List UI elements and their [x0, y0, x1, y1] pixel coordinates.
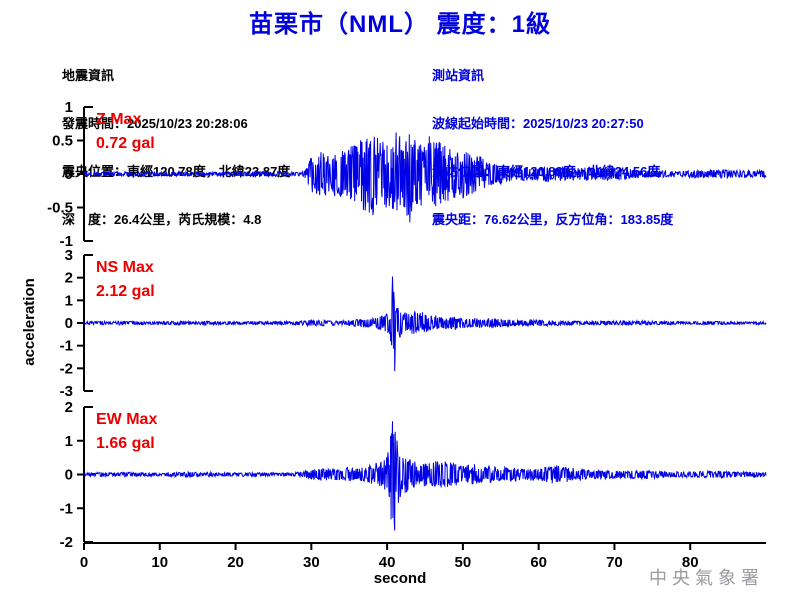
earthquake-info-block: 地震資訊 發震時間：2025/10/23 20:28:06 震央位置：東經120… [62, 36, 290, 260]
page-title: 苗栗市（NML） 震度：1級 [249, 11, 551, 38]
max-label-z: Z Max [96, 111, 141, 128]
max-label-z: 0.72 gal [96, 135, 155, 152]
y-tick-label: -0.5 [47, 200, 73, 217]
agency-watermark: 中央氣象署 [649, 568, 764, 589]
x-tick-label: 40 [379, 554, 396, 571]
y-tick-label: -2 [60, 534, 73, 551]
y-tick-label: -3 [60, 383, 73, 400]
y-tick-label: 0 [65, 315, 73, 332]
y-tick-label: -1 [60, 500, 73, 517]
max-label-ns: 2.12 gal [96, 283, 155, 300]
x-tick-label: 30 [303, 554, 320, 571]
y-tick-label: 0 [65, 467, 73, 484]
x-tick-label: 70 [606, 554, 623, 571]
waveform-ew [83, 421, 767, 531]
station-info-block: 測站資訊 波線起始時間：2025/10/23 20:27:50 測站位置：東經1… [432, 36, 673, 260]
x-tick-label: 80 [682, 554, 699, 571]
y-tick-label: 1 [65, 99, 73, 116]
wave-start-time-line: 波線起始時間：2025/10/23 20:27:50 [432, 116, 644, 131]
y-tick-label: 1 [65, 292, 73, 309]
max-label-ns: NS Max [96, 259, 154, 276]
x-tick-label: 60 [530, 554, 547, 571]
station-info-heading: 測站資訊 [432, 68, 485, 83]
waveform-z [83, 132, 767, 223]
y-tick-label: 0.5 [52, 133, 73, 150]
y-tick-label: -1 [60, 233, 73, 250]
waveform-ns [83, 276, 767, 372]
max-label-ew: 1.66 gal [96, 435, 155, 452]
depth-magnitude-line: 深 度：26.4公里，芮氏規模：4.8 [62, 212, 262, 227]
max-label-ew: EW Max [96, 411, 157, 428]
x-tick-label: 0 [80, 554, 88, 571]
y-tick-label: 3 [65, 247, 73, 264]
x-tick-label: 20 [227, 554, 244, 571]
y-tick-label: -2 [60, 360, 73, 377]
x-tick-label: 10 [151, 554, 168, 571]
y-tick-label: 2 [65, 270, 73, 287]
x-axis-label: second [374, 570, 427, 587]
y-tick-label: 0 [65, 166, 73, 183]
y-tick-label: 2 [65, 399, 73, 416]
y-tick-label: -1 [60, 338, 73, 355]
y-tick-label: 1 [65, 433, 73, 450]
y-axis-label: acceleration [21, 278, 38, 366]
distance-azimuth-line: 震央距：76.62公里，反方位角：183.85度 [432, 212, 674, 227]
earthquake-info-heading: 地震資訊 [62, 68, 115, 83]
x-tick-label: 50 [455, 554, 472, 571]
origin-time-line: 發震時間：2025/10/23 20:28:06 [62, 116, 248, 131]
